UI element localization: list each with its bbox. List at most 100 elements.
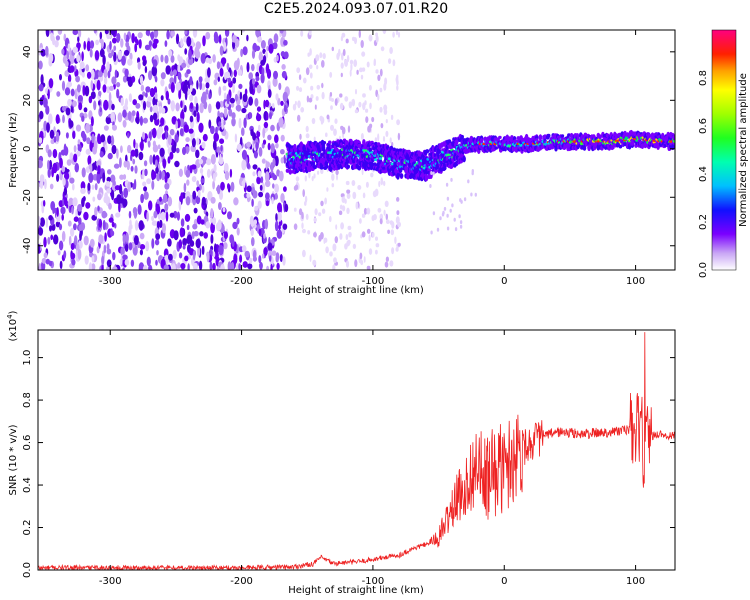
heatmap-cell xyxy=(223,107,228,118)
heatmap-cell xyxy=(460,199,463,204)
heatmap-cell xyxy=(77,36,80,43)
heatmap-cell xyxy=(242,261,248,268)
heatmap-cell xyxy=(200,53,206,64)
heatmap-cell xyxy=(160,95,164,101)
heatmap-cell xyxy=(360,40,364,48)
heatmap-cell xyxy=(315,54,320,62)
heatmap-cell xyxy=(200,178,205,184)
heatmap-cell xyxy=(388,58,392,64)
snr-scale-label: (x104) xyxy=(6,310,19,341)
heatmap-cell xyxy=(43,97,48,108)
heatmap-cell xyxy=(145,30,151,36)
heatmap-cell xyxy=(142,264,148,270)
heatmap-cell xyxy=(98,100,101,106)
heatmap-cell xyxy=(318,234,322,242)
heatmap-cell xyxy=(72,30,79,36)
heatmap-cell xyxy=(137,61,141,70)
heatmap-cell xyxy=(391,142,394,147)
heatmap-cell xyxy=(267,142,271,151)
heatmap-cell xyxy=(236,217,240,225)
heatmap-cell xyxy=(104,30,109,35)
heatmap-cell xyxy=(246,185,252,193)
heatmap-cell xyxy=(432,211,436,216)
heatmap-cell xyxy=(236,227,240,236)
heatmap-cell xyxy=(344,243,348,250)
heatmap-cell xyxy=(389,260,394,267)
heatmap-cell xyxy=(363,207,368,215)
heatmap-cell xyxy=(116,148,119,159)
heatmap-cell xyxy=(331,183,335,188)
snr-panel: -300 -200 -100 0 100 0.0 0.2 0.4 0.6 0.8 1.0 Heig… xyxy=(6,310,676,596)
heatmap-cell xyxy=(375,236,378,241)
heatmap-cell xyxy=(310,85,314,91)
heatmap-cell xyxy=(232,221,238,230)
heatmap-cell xyxy=(379,87,383,93)
heatmap-cell xyxy=(116,88,120,99)
heatmap-cell xyxy=(143,191,149,200)
heatmap-cell xyxy=(282,223,288,230)
heatmap-cell xyxy=(281,64,286,70)
heatmap-cell xyxy=(91,184,95,190)
heatmap-cell xyxy=(334,118,338,124)
heatmap-cell xyxy=(134,43,138,53)
heatmap-cell xyxy=(142,60,147,67)
heatmap-cell xyxy=(201,141,206,149)
heatmap-cell xyxy=(139,75,144,85)
colorbar-label: Normalized spectral amplitude xyxy=(738,73,749,227)
heatmap-cell xyxy=(320,200,324,207)
heatmap-cell xyxy=(345,260,350,268)
heatmap-cell xyxy=(234,133,238,143)
heatmap-cell xyxy=(347,239,351,245)
heatmap-cell xyxy=(69,177,75,184)
heatmap-cell xyxy=(382,30,387,35)
heatmap-cell xyxy=(271,250,277,256)
heatmap-cell xyxy=(171,263,176,270)
spectrogram-x-tick-label: -300 xyxy=(99,276,122,287)
heatmap-cell xyxy=(93,30,97,34)
heatmap-cell xyxy=(459,220,463,225)
heatmap-cell xyxy=(38,262,42,270)
spectrogram-y-ticks: -40 -20 0 20 40 xyxy=(22,45,675,254)
heatmap-cell xyxy=(137,32,143,39)
heatmap-cell xyxy=(359,252,363,260)
heatmap-cell xyxy=(458,214,461,219)
heatmap-cell xyxy=(231,238,235,248)
heatmap-cell xyxy=(195,195,201,205)
heatmap-cell xyxy=(672,134,675,141)
heatmap-cell xyxy=(230,261,235,270)
heatmap-cell xyxy=(138,220,144,231)
heatmap-cell xyxy=(155,159,158,168)
heatmap-cell xyxy=(124,259,130,266)
heatmap-cell xyxy=(305,67,310,76)
heatmap-cell xyxy=(282,91,288,103)
heatmap-cell xyxy=(177,262,181,269)
heatmap-cell xyxy=(329,215,332,223)
heatmap-cell xyxy=(326,187,329,192)
heatmap-cell xyxy=(100,39,104,49)
heatmap-cell xyxy=(199,102,204,114)
heatmap-cell xyxy=(279,254,283,262)
heatmap-cell xyxy=(640,143,645,150)
heatmap-cell xyxy=(85,202,91,209)
heatmap-cell xyxy=(309,254,312,262)
heatmap-cell xyxy=(233,197,239,206)
heatmap-cell xyxy=(396,210,400,216)
spectrogram-y-tick-label: 20 xyxy=(22,94,33,107)
heatmap-cell xyxy=(114,223,117,229)
heatmap-cell xyxy=(83,235,89,246)
heatmap-cell xyxy=(373,58,376,66)
heatmap-cell xyxy=(184,255,189,262)
heatmap-cell xyxy=(251,64,255,72)
heatmap-cell xyxy=(105,181,111,187)
heatmap-cell xyxy=(583,132,588,137)
heatmap-cell xyxy=(253,219,258,225)
heatmap-cell xyxy=(220,181,225,191)
heatmap-cell xyxy=(239,91,243,100)
heatmap-cell xyxy=(385,219,390,224)
heatmap-cell xyxy=(151,220,158,226)
heatmap-cell xyxy=(73,216,79,222)
heatmap-cell xyxy=(196,215,202,225)
heatmap-cell xyxy=(80,130,86,139)
heatmap-cell xyxy=(152,104,159,114)
heatmap-cell xyxy=(451,203,454,208)
